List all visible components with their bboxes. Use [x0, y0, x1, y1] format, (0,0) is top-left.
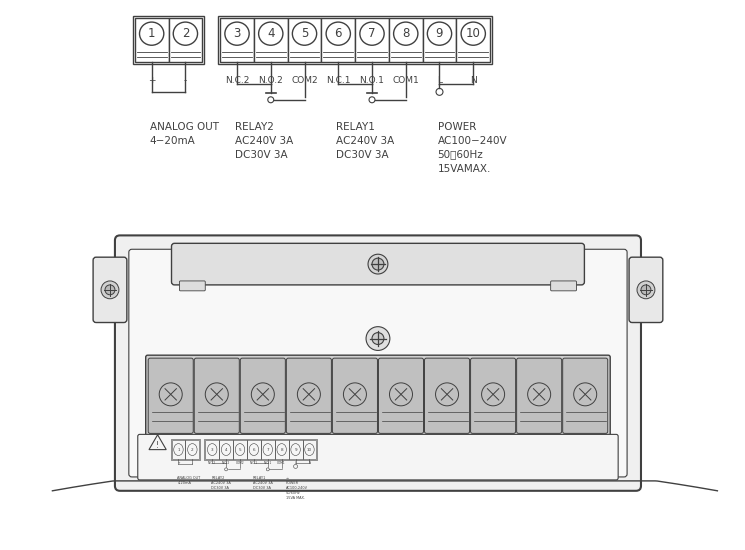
- Ellipse shape: [139, 22, 164, 45]
- FancyBboxPatch shape: [115, 235, 641, 491]
- Text: COM2: COM2: [291, 76, 318, 85]
- Text: ANALOG OUT
4−20mA: ANALOG OUT 4−20mA: [150, 122, 219, 146]
- Text: 4: 4: [267, 27, 274, 40]
- Text: ANALOG OUT
4-20mA: ANALOG OUT 4-20mA: [177, 476, 200, 485]
- Polygon shape: [355, 18, 389, 62]
- Text: !: !: [156, 441, 159, 450]
- Text: 7: 7: [368, 27, 375, 40]
- Text: RELAY2
AC240V 3A
DC30V 3A: RELAY2 AC240V 3A DC30V 3A: [235, 122, 294, 160]
- Text: 8: 8: [280, 448, 283, 452]
- FancyBboxPatch shape: [629, 257, 663, 322]
- Text: 4: 4: [225, 448, 227, 452]
- Ellipse shape: [259, 22, 283, 45]
- Text: 3: 3: [211, 448, 214, 452]
- FancyBboxPatch shape: [146, 355, 610, 436]
- Text: N.C.2: N.C.2: [225, 76, 250, 85]
- FancyBboxPatch shape: [551, 281, 577, 291]
- FancyBboxPatch shape: [171, 243, 584, 285]
- Text: +: +: [177, 461, 180, 465]
- Text: 10: 10: [466, 27, 481, 40]
- Text: 3: 3: [233, 27, 241, 40]
- Text: 1: 1: [177, 448, 180, 452]
- Ellipse shape: [360, 22, 384, 45]
- FancyBboxPatch shape: [286, 358, 332, 433]
- FancyBboxPatch shape: [148, 358, 193, 433]
- Text: N: N: [470, 76, 477, 85]
- FancyBboxPatch shape: [194, 358, 239, 433]
- Text: N.O.2: N.O.2: [222, 461, 230, 465]
- FancyBboxPatch shape: [332, 358, 378, 433]
- Ellipse shape: [225, 22, 249, 45]
- Text: -: -: [191, 461, 193, 465]
- FancyBboxPatch shape: [241, 358, 285, 433]
- FancyBboxPatch shape: [378, 358, 423, 433]
- Text: N.O.1: N.O.1: [264, 461, 272, 465]
- Text: N.O.2: N.O.2: [259, 76, 283, 85]
- Text: -: -: [184, 76, 187, 85]
- Text: POWER
AC100−240V
50／60Hz
15VAMAX.: POWER AC100−240V 50／60Hz 15VAMAX.: [437, 122, 507, 174]
- Text: L: L: [295, 461, 297, 465]
- Ellipse shape: [461, 22, 486, 45]
- Ellipse shape: [292, 22, 317, 45]
- Text: N.C.1: N.C.1: [250, 461, 258, 465]
- Text: N: N: [308, 461, 311, 465]
- Text: N.C.1: N.C.1: [326, 76, 350, 85]
- Text: 7: 7: [267, 448, 269, 452]
- FancyBboxPatch shape: [129, 249, 627, 477]
- Circle shape: [101, 281, 119, 299]
- Text: 2: 2: [191, 448, 194, 452]
- FancyBboxPatch shape: [471, 358, 516, 433]
- Circle shape: [366, 327, 390, 350]
- Ellipse shape: [326, 22, 350, 45]
- Text: 1: 1: [148, 27, 156, 40]
- Text: COM2: COM2: [235, 461, 244, 465]
- Polygon shape: [135, 18, 168, 62]
- Text: 5: 5: [301, 27, 308, 40]
- Text: COM1: COM1: [277, 461, 286, 465]
- Text: RELAY1
AC240V 3A
DC30V 3A: RELAY1 AC240V 3A DC30V 3A: [336, 122, 395, 160]
- Circle shape: [368, 254, 388, 274]
- Text: COM1: COM1: [393, 76, 419, 85]
- Text: 5: 5: [238, 448, 241, 452]
- Circle shape: [637, 281, 655, 299]
- Circle shape: [372, 333, 384, 344]
- Text: 10: 10: [307, 448, 312, 452]
- Circle shape: [641, 285, 651, 295]
- Circle shape: [372, 258, 384, 270]
- Text: L: L: [437, 76, 442, 85]
- Polygon shape: [389, 18, 422, 62]
- Text: RELAY1
AC240V 3A
DC30V 3A: RELAY1 AC240V 3A DC30V 3A: [253, 476, 273, 490]
- Text: N.O.1: N.O.1: [360, 76, 384, 85]
- FancyBboxPatch shape: [516, 358, 562, 433]
- Text: 9: 9: [436, 27, 443, 40]
- FancyBboxPatch shape: [93, 257, 127, 322]
- Text: 8: 8: [402, 27, 410, 40]
- Ellipse shape: [174, 22, 197, 45]
- FancyBboxPatch shape: [138, 434, 618, 480]
- Text: 9: 9: [294, 448, 297, 452]
- Polygon shape: [254, 18, 288, 62]
- FancyBboxPatch shape: [562, 358, 608, 433]
- Text: +: +: [148, 76, 156, 85]
- Polygon shape: [457, 18, 490, 62]
- Text: 6: 6: [335, 27, 342, 40]
- Circle shape: [105, 285, 115, 295]
- FancyBboxPatch shape: [425, 358, 469, 433]
- Text: RELAY2
AC240V 3A
DC30V 3A: RELAY2 AC240V 3A DC30V 3A: [212, 476, 231, 490]
- Text: N.C.2: N.C.2: [208, 461, 216, 465]
- Text: ⚠
POWER
AC100-240V
50/60Hz
15VA MAX.: ⚠ POWER AC100-240V 50/60Hz 15VA MAX.: [285, 476, 308, 500]
- Ellipse shape: [393, 22, 418, 45]
- Text: 6: 6: [253, 448, 256, 452]
- Text: 2: 2: [182, 27, 189, 40]
- Polygon shape: [288, 18, 321, 62]
- Ellipse shape: [428, 22, 451, 45]
- Polygon shape: [422, 18, 457, 62]
- Polygon shape: [168, 18, 203, 62]
- Polygon shape: [321, 18, 355, 62]
- Polygon shape: [220, 18, 254, 62]
- FancyBboxPatch shape: [180, 281, 206, 291]
